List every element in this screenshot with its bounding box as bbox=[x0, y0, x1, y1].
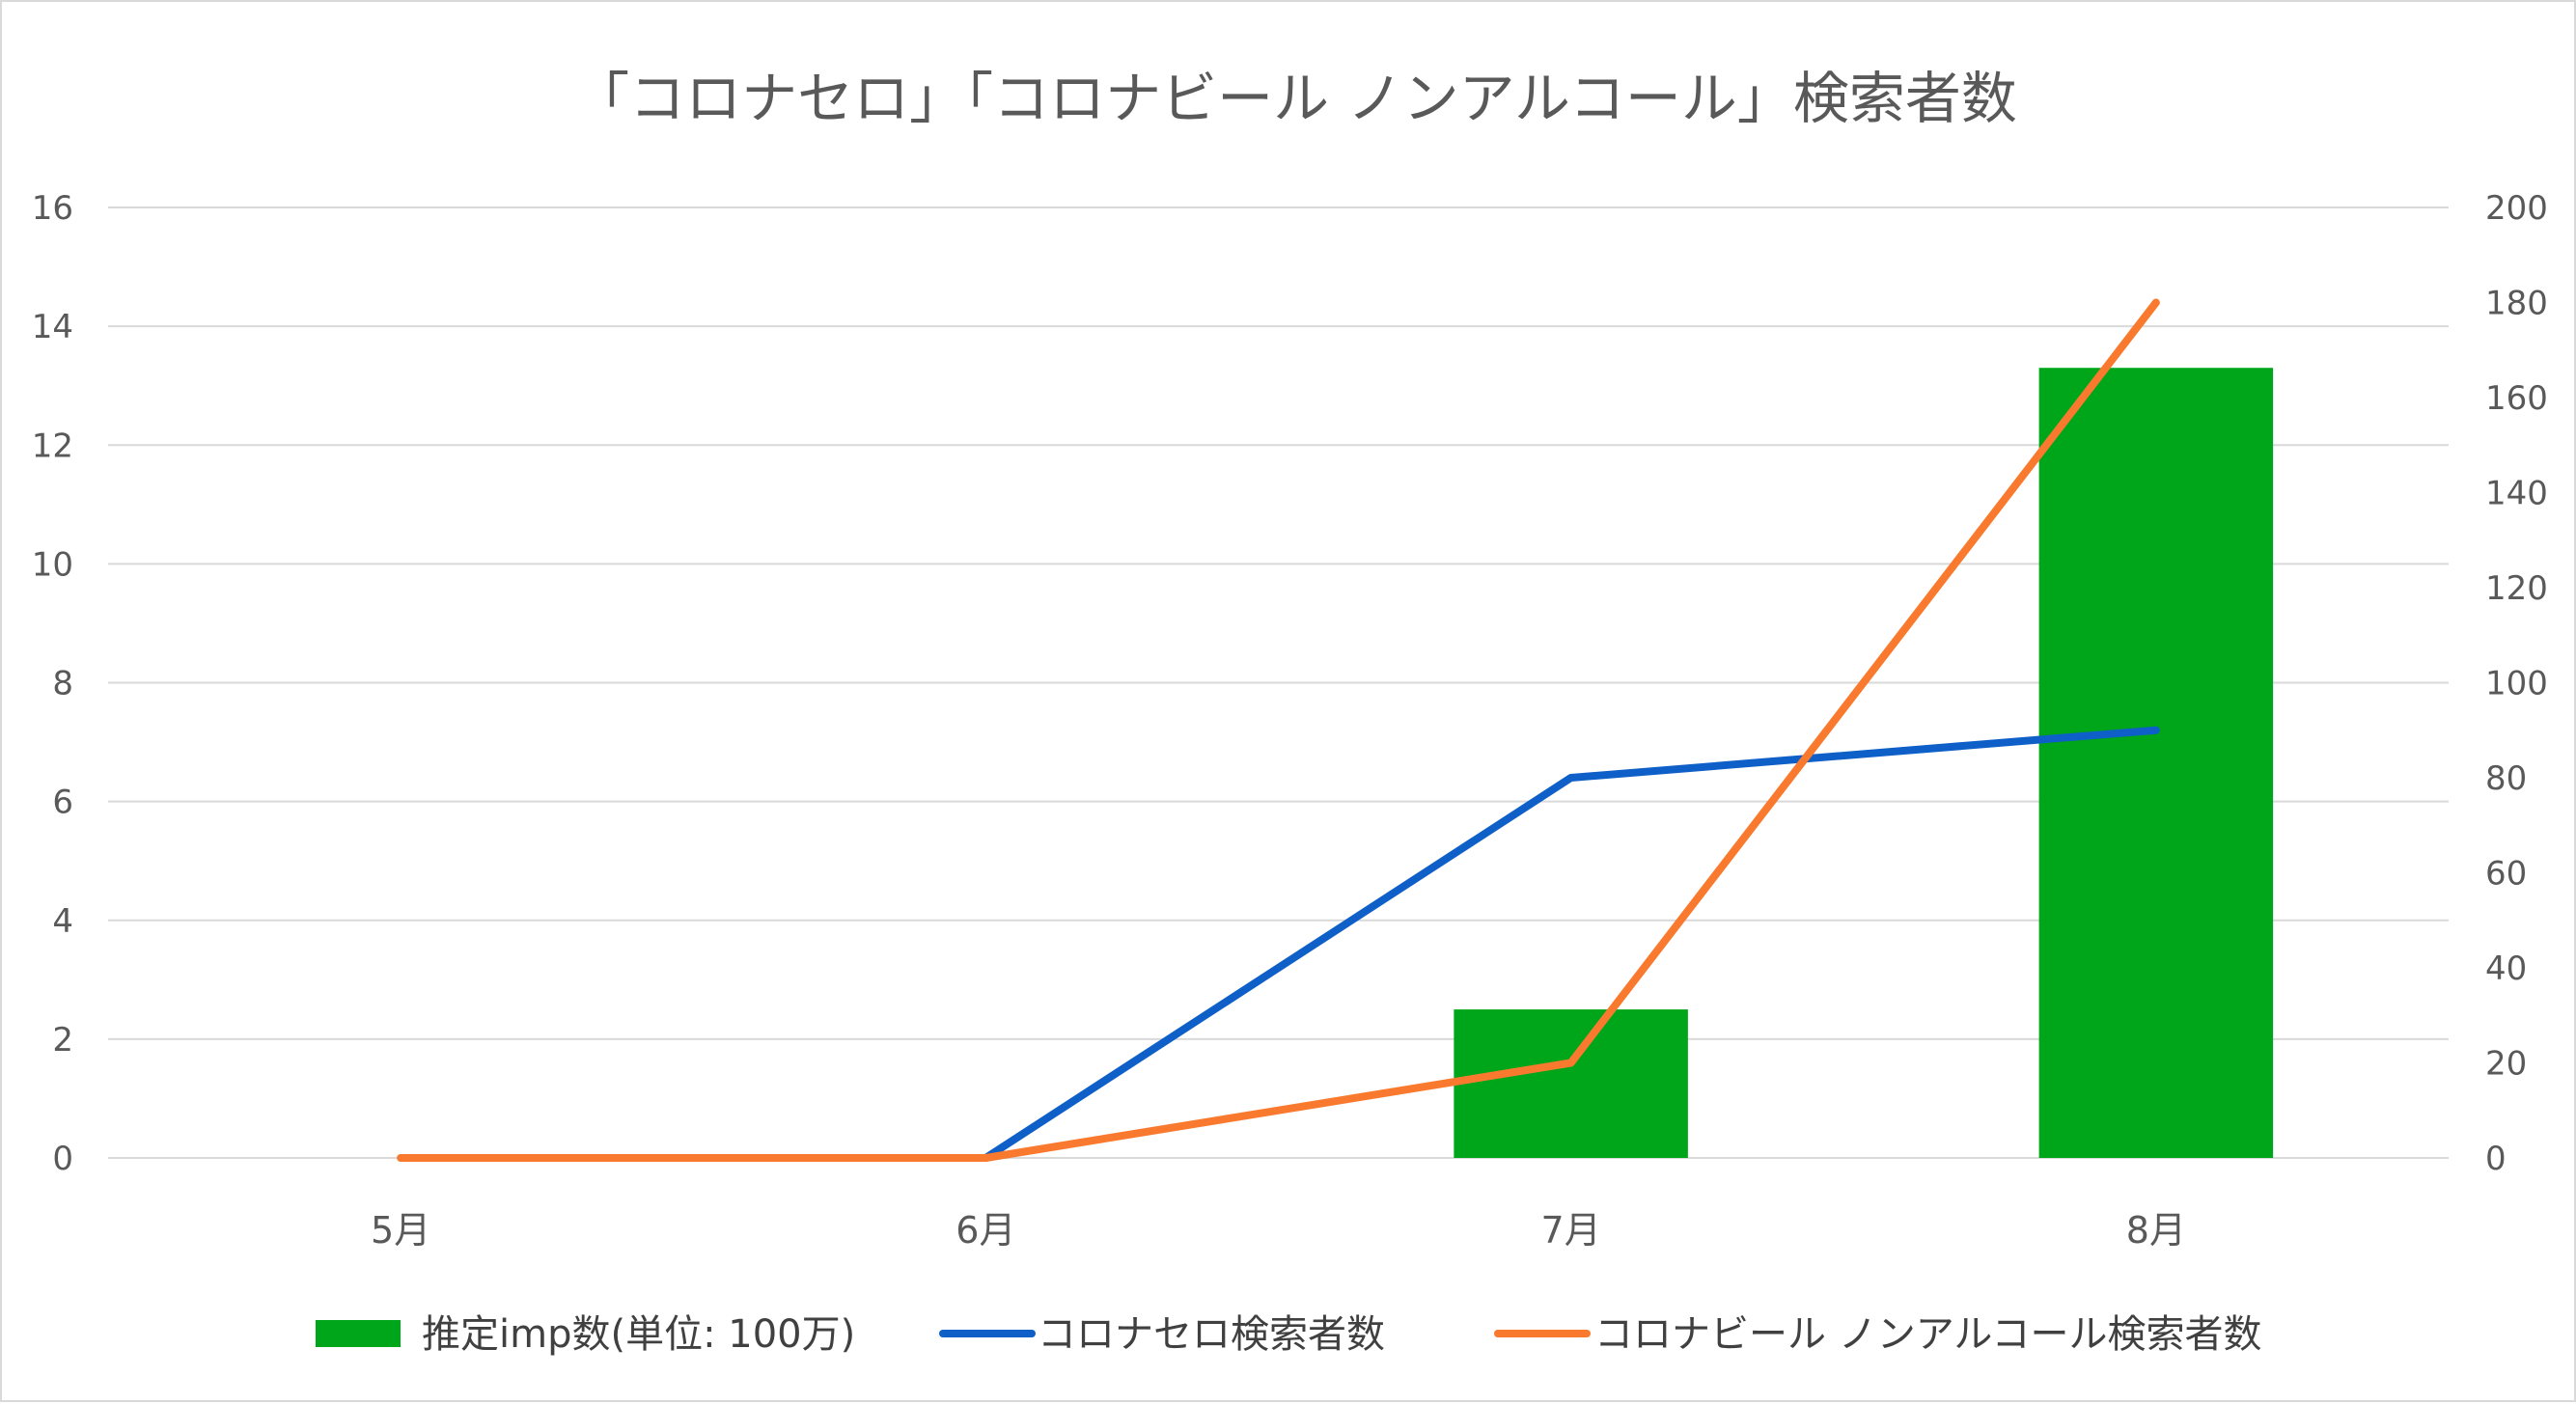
right-tick-label: 200 bbox=[2485, 189, 2548, 228]
chart-title: 「コロナセロ」「コロナビール ノンアルコール」検索者数 bbox=[573, 66, 2017, 131]
x-axis: 5月 6月 7月 8月 bbox=[371, 1209, 2186, 1252]
bar-7月 bbox=[1454, 1009, 1688, 1158]
right-tick-label: 40 bbox=[2485, 950, 2527, 988]
right-tick-label: 80 bbox=[2485, 759, 2527, 798]
left-y-axis: 0 2 4 6 8 10 12 14 16 bbox=[32, 189, 73, 1178]
legend-label: 推定imp数(単位: 100万) bbox=[422, 1312, 855, 1357]
line-series bbox=[401, 302, 2156, 1158]
x-tick-label: 7月 bbox=[1541, 1209, 1601, 1252]
left-tick-label: 14 bbox=[32, 308, 73, 346]
x-tick-label: 8月 bbox=[2126, 1209, 2186, 1252]
right-tick-label: 120 bbox=[2485, 569, 2548, 608]
legend: 推定imp数(単位: 100万) コロナセロ検索者数 コロナビール ノンアルコール検… bbox=[316, 1312, 2262, 1357]
bar-8月 bbox=[2039, 368, 2274, 1158]
right-tick-label: 20 bbox=[2485, 1045, 2527, 1084]
left-tick-label: 10 bbox=[32, 545, 73, 584]
legend-label: コロナビール ノンアルコール検索者数 bbox=[1594, 1312, 2262, 1357]
right-tick-label: 160 bbox=[2485, 379, 2548, 418]
x-tick-label: 6月 bbox=[956, 1209, 1015, 1252]
left-tick-label: 12 bbox=[32, 427, 73, 465]
right-tick-label: 140 bbox=[2485, 475, 2548, 513]
x-tick-label: 5月 bbox=[371, 1209, 430, 1252]
legend-swatch-bar bbox=[316, 1320, 401, 1347]
right-tick-label: 180 bbox=[2485, 285, 2548, 323]
left-tick-label: 6 bbox=[52, 784, 73, 822]
left-tick-label: 16 bbox=[32, 189, 73, 228]
left-tick-label: 0 bbox=[52, 1140, 73, 1178]
left-tick-label: 4 bbox=[52, 902, 73, 941]
line-series-2 bbox=[401, 303, 2156, 1159]
right-y-axis: 0 20 40 60 80 100 120 140 160 180 200 bbox=[2485, 189, 2548, 1178]
right-tick-label: 100 bbox=[2485, 665, 2548, 703]
left-tick-label: 8 bbox=[52, 665, 73, 703]
legend-label: コロナセロ検索者数 bbox=[1038, 1312, 1385, 1357]
right-tick-label: 60 bbox=[2485, 855, 2527, 894]
right-tick-label: 0 bbox=[2485, 1140, 2507, 1178]
left-tick-label: 2 bbox=[52, 1021, 73, 1060]
